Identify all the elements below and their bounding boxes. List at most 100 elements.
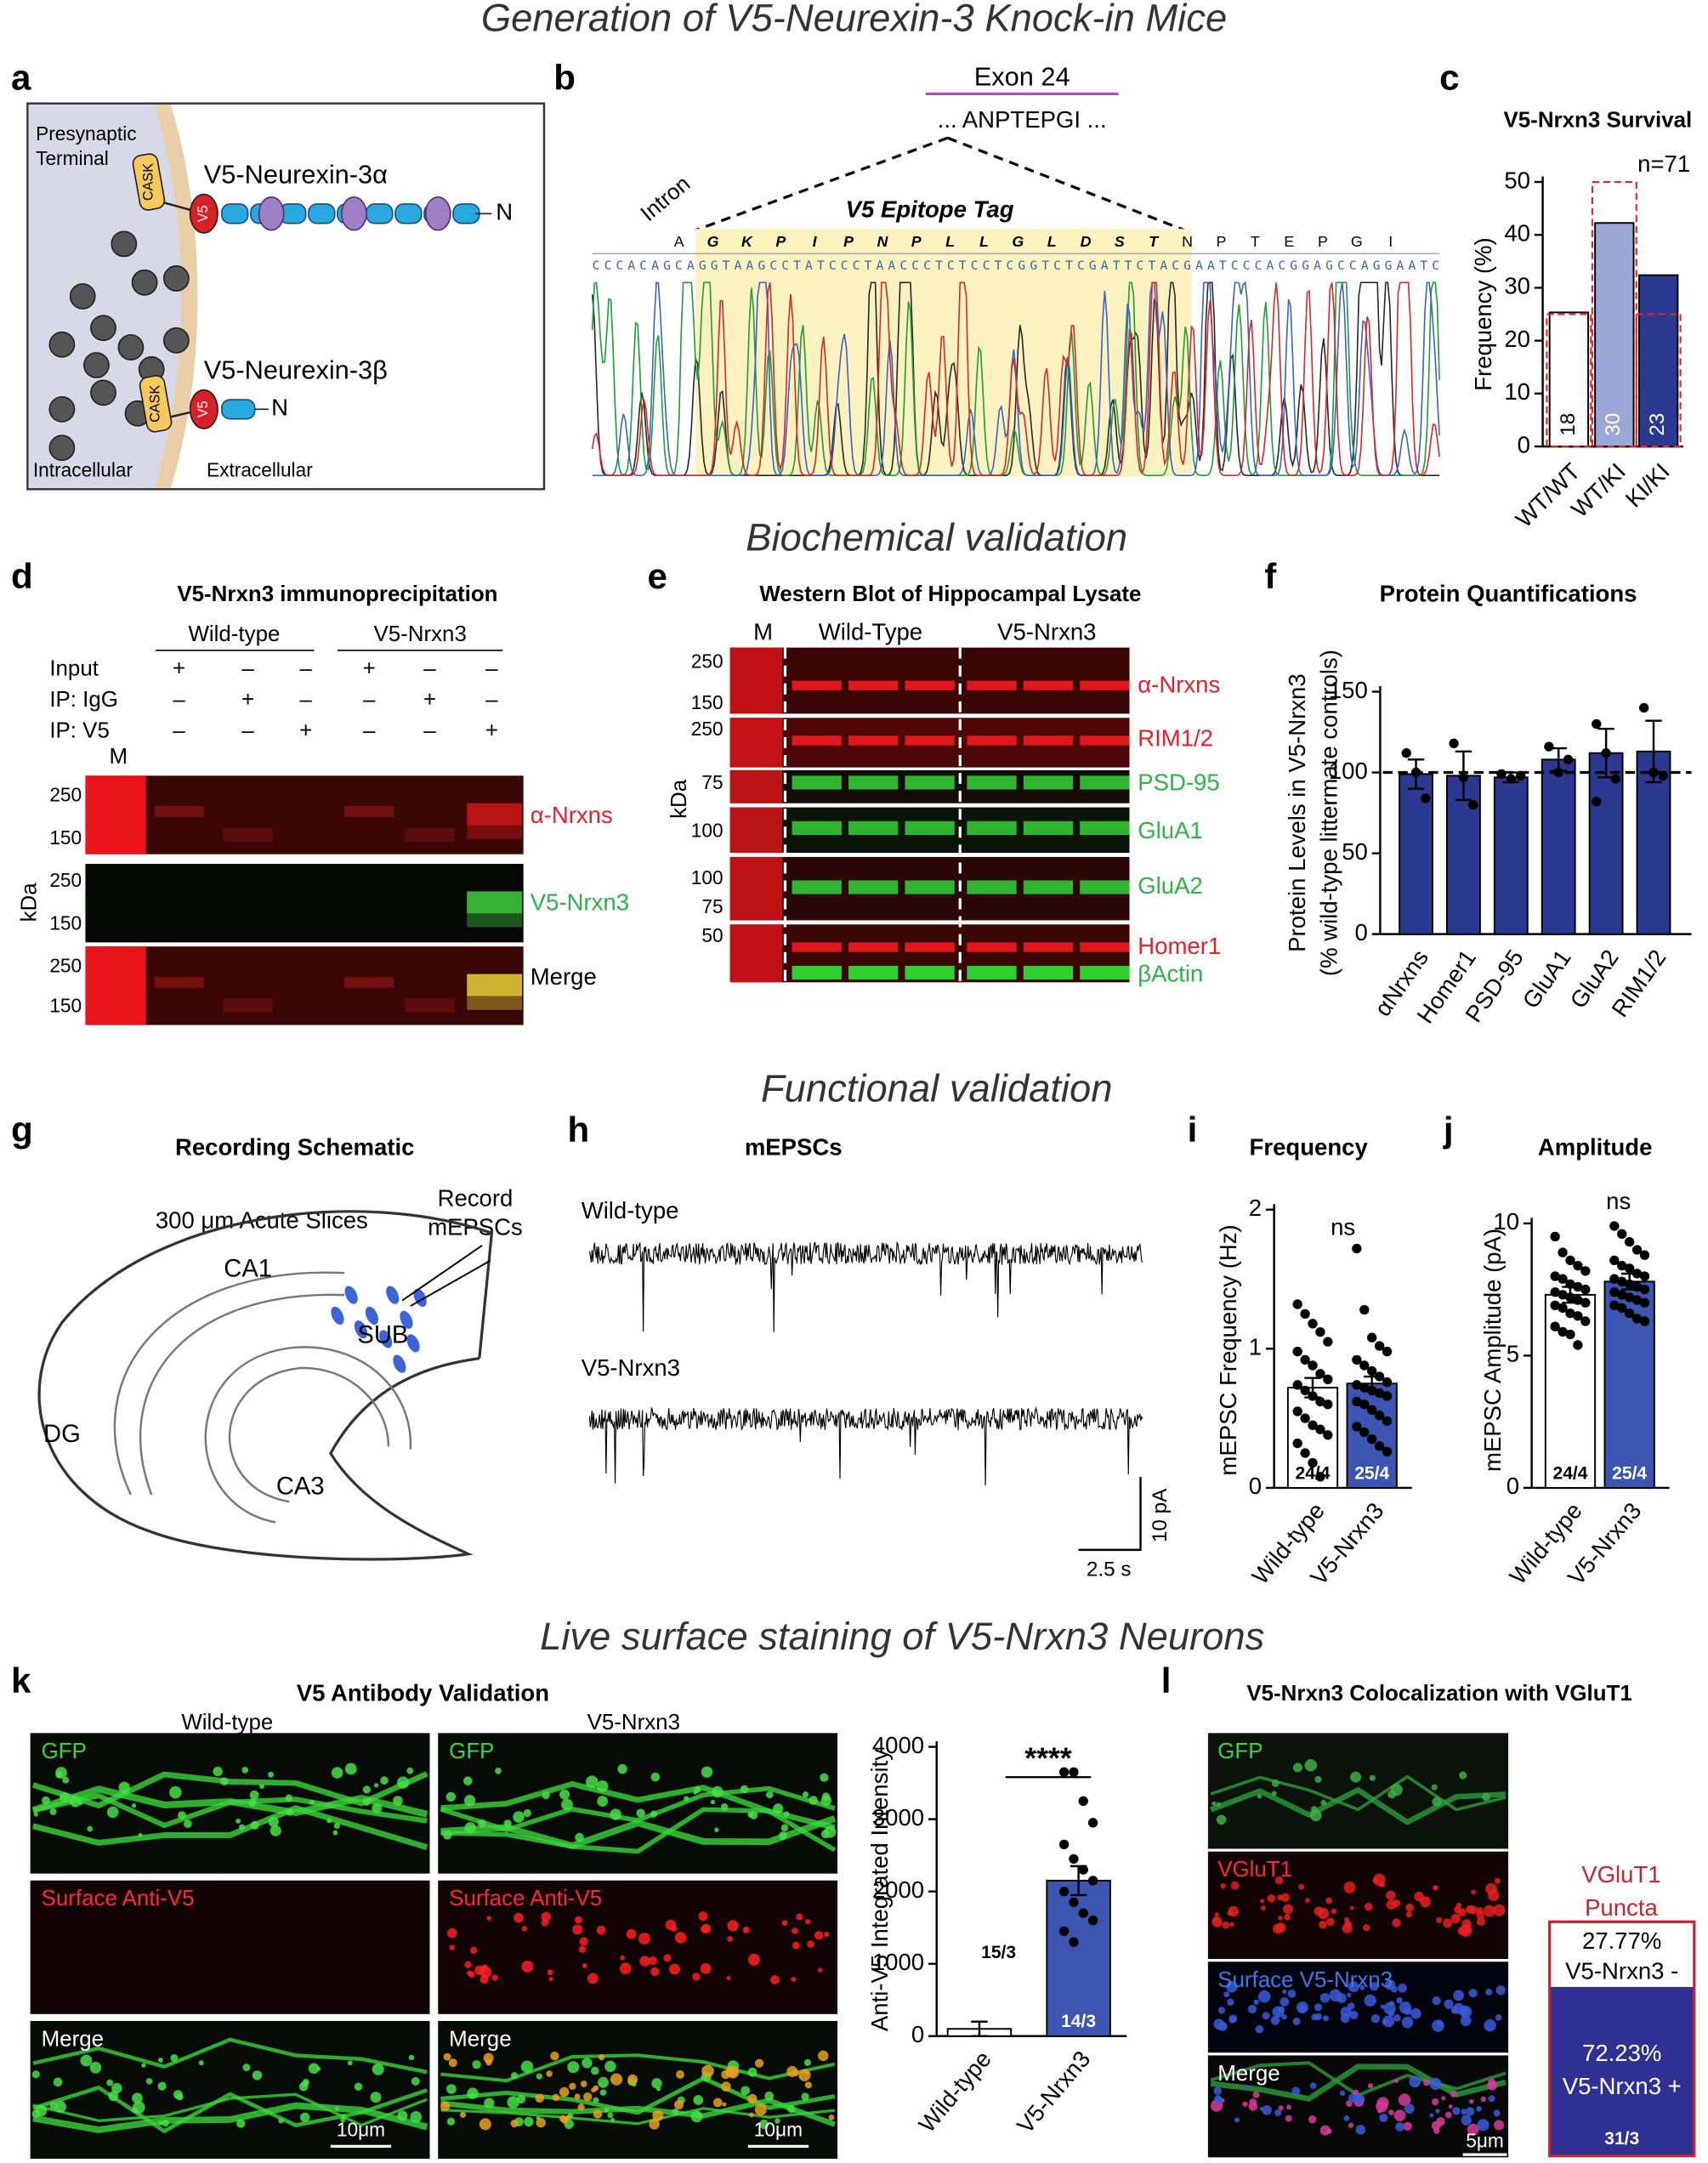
puncta xyxy=(354,2082,363,2091)
data-point xyxy=(1352,1380,1362,1390)
puncta xyxy=(298,2081,309,2092)
puncta xyxy=(241,1767,249,1774)
puncta xyxy=(754,2103,767,2116)
band xyxy=(1023,735,1074,746)
puncta xyxy=(1286,2104,1291,2110)
puncta xyxy=(1393,2078,1399,2083)
label: V5 xyxy=(196,400,211,417)
puncta xyxy=(410,2111,423,2123)
label: G xyxy=(1012,233,1024,250)
dendrite xyxy=(440,2053,836,2083)
data-point xyxy=(1580,1284,1591,1295)
label: Merge xyxy=(42,2027,104,2051)
x-tick-label: V5-Nrxn3 xyxy=(1012,2046,1096,2138)
puncta xyxy=(1284,1914,1291,1921)
puncta xyxy=(1409,2075,1421,2088)
puncta xyxy=(1363,1924,1370,1932)
data-point xyxy=(1468,799,1478,810)
puncta xyxy=(559,2086,570,2098)
label: 250 xyxy=(691,650,723,672)
puncta xyxy=(1476,2106,1482,2112)
puncta xyxy=(721,2081,731,2092)
label: + xyxy=(485,718,498,742)
puncta xyxy=(786,2065,798,2077)
puncta xyxy=(714,1827,719,1832)
marker-lane xyxy=(729,647,783,714)
label: n=71 xyxy=(1637,150,1690,177)
puncta xyxy=(157,2081,167,2091)
band xyxy=(1023,680,1074,690)
puncta xyxy=(1382,2019,1387,2025)
data-point xyxy=(1609,1287,1620,1297)
puncta xyxy=(574,2093,581,2100)
label: Homer1 xyxy=(1138,933,1221,959)
puncta xyxy=(798,2069,811,2081)
bar xyxy=(1548,311,1590,448)
puncta xyxy=(1230,1881,1240,1890)
data-point xyxy=(1069,1854,1079,1865)
puncta xyxy=(268,1771,275,1778)
puncta xyxy=(472,2060,481,2069)
label: G xyxy=(707,233,719,250)
puncta xyxy=(49,1808,57,1815)
band xyxy=(467,913,523,928)
puncta xyxy=(559,1789,570,1800)
data-point xyxy=(1639,1316,1650,1326)
puncta xyxy=(1314,2013,1322,2021)
puncta xyxy=(108,2091,119,2102)
data-point xyxy=(1631,1295,1643,1305)
label: Protein Quantifications xyxy=(1380,580,1637,606)
label: Exon 24 xyxy=(974,62,1070,92)
data-point xyxy=(1609,1221,1620,1231)
puncta xyxy=(372,1802,383,1814)
label: 5μm xyxy=(1466,2130,1504,2152)
puncta xyxy=(1278,2105,1284,2111)
panel-letter: c xyxy=(1439,57,1459,97)
puncta xyxy=(698,1911,708,1922)
band xyxy=(848,942,899,952)
puncta xyxy=(593,2109,603,2119)
puncta xyxy=(1342,1923,1353,1933)
label: 10μm xyxy=(754,2119,803,2141)
data-point xyxy=(1496,769,1507,780)
puncta xyxy=(1226,1980,1238,1993)
data-point xyxy=(1550,1271,1560,1281)
data-point xyxy=(1069,1897,1079,1908)
puncta xyxy=(1422,2079,1430,2086)
puncta xyxy=(1283,1904,1294,1915)
panel-letter: l xyxy=(1161,1661,1172,1700)
data-point xyxy=(1609,1300,1620,1310)
puncta xyxy=(480,1965,487,1972)
puncta xyxy=(587,1973,599,1984)
vesicle xyxy=(162,265,190,292)
data-point xyxy=(1367,1405,1377,1415)
puncta xyxy=(536,2073,543,2080)
label: P xyxy=(911,233,922,250)
data-point xyxy=(1069,1767,1079,1777)
puncta xyxy=(1292,1763,1303,1773)
puncta xyxy=(764,2091,775,2101)
puncta xyxy=(1432,2019,1444,2032)
puncta xyxy=(1376,2097,1389,2109)
label: – xyxy=(173,718,185,742)
puncta xyxy=(463,1794,476,1807)
label: VGluT1 xyxy=(1581,1861,1660,1888)
puncta xyxy=(1435,2109,1440,2114)
band xyxy=(467,996,523,1010)
puncta xyxy=(524,2116,534,2127)
band xyxy=(905,880,955,894)
puncta xyxy=(516,2094,526,2104)
puncta xyxy=(596,1925,606,1935)
data-point xyxy=(1367,1332,1377,1343)
y-tick-label: 4000 xyxy=(872,1732,924,1758)
data-point xyxy=(1624,1292,1635,1303)
band xyxy=(905,680,955,690)
puncta xyxy=(1262,2105,1272,2115)
puncta xyxy=(585,1775,599,1788)
puncta xyxy=(374,1783,379,1788)
puncta xyxy=(521,1926,528,1932)
band xyxy=(848,880,899,894)
puncta xyxy=(469,2092,475,2098)
puncta xyxy=(332,1830,338,1836)
